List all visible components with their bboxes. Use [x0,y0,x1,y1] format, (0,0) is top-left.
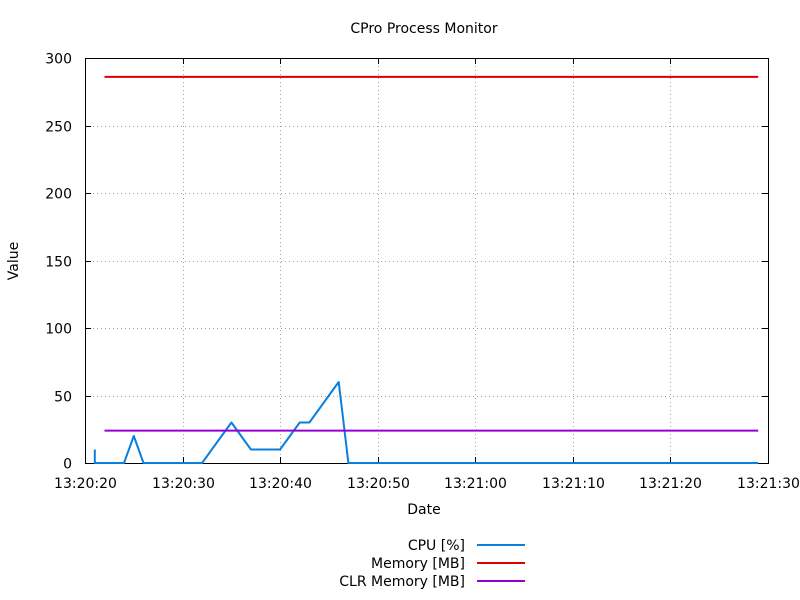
y-tick-label: 0 [63,457,72,473]
tick-layer: 0 50 100 150 200 250 300 13:20:20 13:20:30 13:20:… [45,52,800,493]
y-tick-label: 200 [45,187,72,203]
chart-title: CPro Process Monitor [350,21,497,37]
y-tick-label: 300 [45,52,72,68]
x-axis-label: Date [407,502,440,518]
legend-item-clr-memory: CLR Memory [MB] [339,574,525,590]
y-tick-label: 100 [45,322,72,338]
grid-layer [85,58,768,463]
y-tick-label: 250 [45,120,72,136]
cpu-series-line [93,381,759,464]
series-layer [93,75,759,464]
x-tick-label: 13:20:40 [249,476,312,492]
legend-label: CPU [%] [408,538,465,554]
y-tick-label: 150 [45,255,72,271]
y-tick-label: 50 [54,390,72,406]
legend-label: Memory [MB] [371,556,465,572]
x-tick-label: 13:20:20 [54,476,117,492]
x-tick-label: 13:20:30 [152,476,215,492]
legend-label: CLR Memory [MB] [339,574,465,590]
legend: CPU [%] Memory [MB] CLR Memory [MB] [339,538,525,590]
x-tick-label: 13:20:50 [347,476,410,492]
legend-item-memory: Memory [MB] [371,556,525,572]
x-tick-label: 13:21:30 [737,476,800,492]
x-tick-label: 13:21:10 [542,476,605,492]
x-tick-label: 13:21:20 [639,476,702,492]
plot-frame [85,58,769,464]
legend-item-cpu: CPU [%] [408,538,525,554]
y-axis-label: Value [6,242,22,280]
x-tick-label: 13:21:00 [444,476,507,492]
